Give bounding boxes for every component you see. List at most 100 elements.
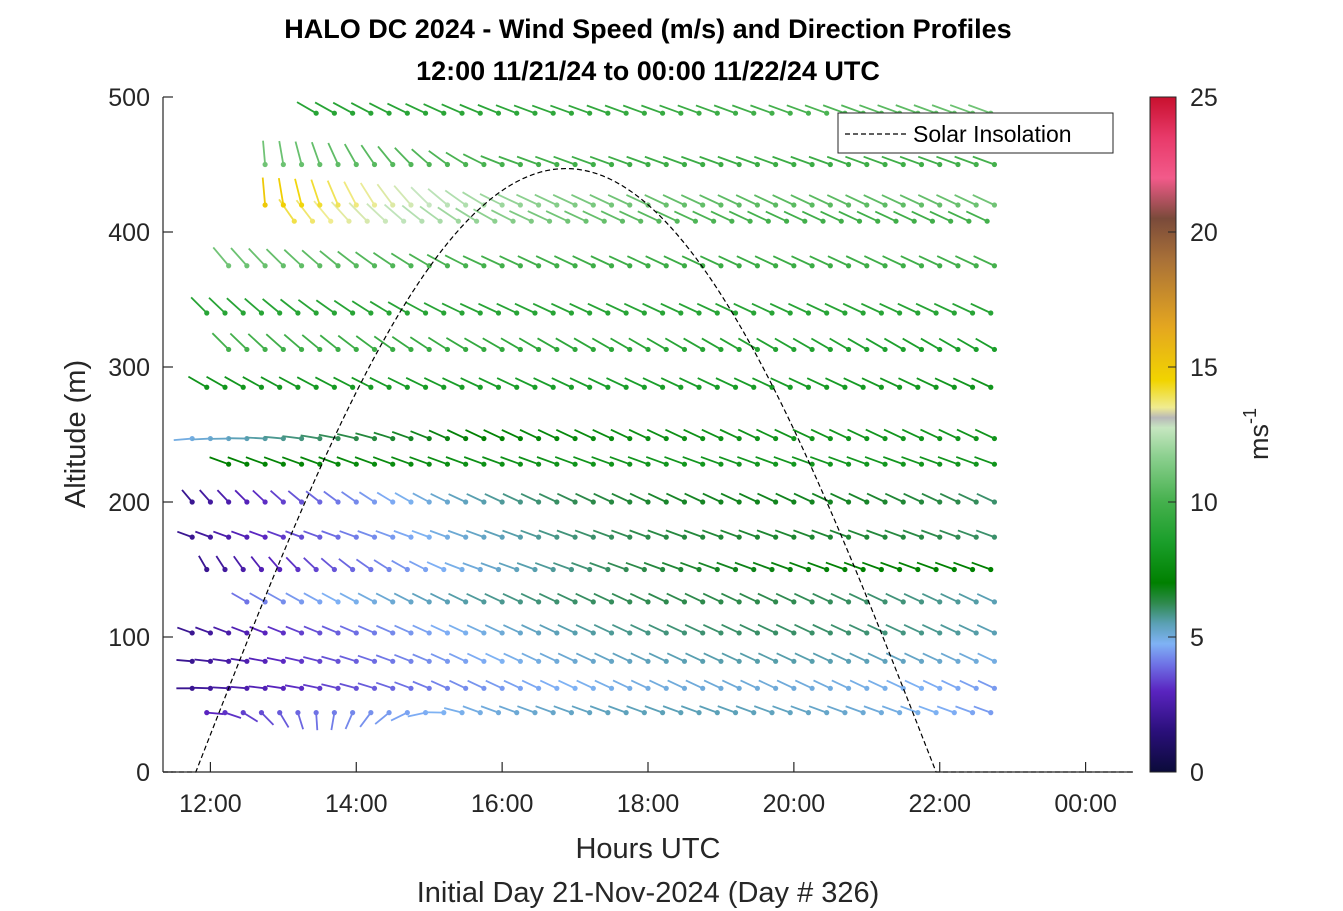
- wind-barb-stick: [666, 623, 685, 634]
- wind-barb-point: [714, 384, 720, 390]
- wind-barb-point: [718, 499, 724, 505]
- wind-barb-stick: [554, 456, 576, 466]
- wind-barb-stick: [612, 652, 631, 663]
- wind-barb-stick: [268, 556, 281, 571]
- wind-barb-point: [258, 384, 265, 390]
- wind-barb-point: [189, 685, 195, 691]
- wind-barb-point: [824, 710, 830, 716]
- wind-barb-stick: [940, 652, 959, 663]
- wind-barb-point: [386, 384, 392, 390]
- x-tick-label: 12:00: [179, 790, 242, 818]
- wind-barb-point: [663, 461, 669, 467]
- wind-barb-stick: [611, 624, 631, 634]
- wind-barb-point: [860, 384, 866, 390]
- wind-barb-point: [568, 310, 575, 316]
- wind-barb-point: [809, 630, 815, 636]
- wind-barb-point: [477, 110, 483, 116]
- wind-barb-stick: [303, 625, 321, 634]
- wind-barb-point: [605, 384, 611, 390]
- wind-barb-stick: [249, 592, 266, 603]
- wind-barb-stick: [789, 561, 809, 571]
- wind-barb-stick: [333, 299, 354, 314]
- wind-barb-point: [481, 263, 487, 269]
- wind-barb-stick: [947, 210, 970, 223]
- wind-barb-stick: [590, 255, 612, 267]
- wind-barb-stick: [612, 679, 631, 690]
- wind-barb-point: [955, 161, 961, 168]
- wind-barb-stick: [344, 712, 354, 730]
- wind-barb-point: [769, 710, 775, 716]
- wind-barb-stick: [774, 337, 795, 351]
- wind-barb-stick: [568, 104, 590, 115]
- x-tick-label: 00:00: [1054, 790, 1117, 818]
- wind-barb-stick: [881, 194, 904, 206]
- wind-barb-point: [973, 630, 979, 636]
- wind-barb-stick: [405, 377, 426, 389]
- wind-barb-point: [805, 310, 812, 316]
- wind-barb-stick: [937, 456, 959, 466]
- wind-barb-stick: [808, 705, 827, 714]
- wind-barb-stick: [953, 561, 973, 571]
- wind-barb-point: [933, 384, 939, 390]
- wind-barb-stick: [883, 428, 904, 440]
- wind-barb-point: [207, 534, 214, 540]
- wind-barb-stick: [394, 147, 412, 166]
- wind-barb-stick: [863, 255, 886, 267]
- wind-barb-stick: [283, 333, 303, 351]
- wind-barb-stick: [333, 376, 354, 389]
- wind-barb-point: [335, 435, 341, 442]
- wind-barb-point: [973, 685, 979, 691]
- wind-barb-stick: [936, 255, 959, 267]
- wind-barb-stick: [719, 428, 740, 440]
- wind-barb-stick: [427, 336, 448, 351]
- wind-barb-point: [532, 110, 538, 116]
- wind-barb-stick: [895, 104, 919, 115]
- wind-barb-stick: [265, 248, 284, 267]
- wind-barb-stick: [886, 679, 904, 690]
- wind-barb-stick: [321, 625, 339, 634]
- wind-barb-stick: [665, 428, 685, 440]
- wind-barb-stick: [847, 529, 868, 538]
- wind-barb-point: [331, 710, 337, 716]
- wind-barb-stick: [936, 155, 959, 166]
- wind-barb-point: [842, 566, 848, 573]
- wind-barb-point: [718, 630, 724, 636]
- wind-barb-stick: [826, 155, 849, 166]
- wind-barb-stick: [976, 624, 995, 634]
- wind-barb-point: [298, 161, 305, 168]
- wind-barb-stick: [321, 655, 339, 663]
- wind-barb-stick: [752, 561, 773, 571]
- wind-barb-stick: [473, 208, 496, 222]
- wind-barb-stick: [430, 680, 448, 690]
- wind-barb-stick: [956, 428, 977, 440]
- wind-barb-stick: [666, 492, 685, 503]
- wind-barb-stick: [775, 592, 795, 603]
- wind-barb-stick: [224, 376, 244, 389]
- wind-barb-point: [463, 499, 469, 505]
- wind-barb-point: [572, 435, 578, 442]
- wind-barb-point: [900, 461, 906, 467]
- wind-barb-stick: [900, 705, 919, 714]
- colorbar-gradient: [1149, 96, 1177, 773]
- wind-barb-point: [554, 435, 560, 442]
- wind-barb-point: [317, 161, 323, 168]
- wind-barb-stick: [810, 428, 831, 440]
- wind-barb-point: [937, 599, 943, 605]
- wind-barb-point: [441, 310, 447, 316]
- wind-barb-point: [532, 310, 538, 316]
- wind-barb-point: [495, 384, 502, 390]
- wind-barb-stick: [387, 301, 408, 314]
- wind-barb-stick: [359, 712, 372, 728]
- wind-barb-stick: [248, 247, 266, 267]
- wind-barb-point: [882, 599, 888, 605]
- wind-barb-point: [298, 202, 305, 208]
- wind-barb-point: [973, 263, 979, 269]
- wind-barb-stick: [553, 705, 572, 714]
- wind-barb-stick: [822, 104, 846, 115]
- wind-barb-stick: [589, 194, 612, 206]
- wind-barb-stick: [369, 376, 390, 389]
- wind-barb-stick: [429, 529, 448, 538]
- wind-barb-stick: [883, 337, 904, 351]
- wind-barb-stick: [644, 705, 663, 714]
- wind-barb-stick: [411, 592, 430, 603]
